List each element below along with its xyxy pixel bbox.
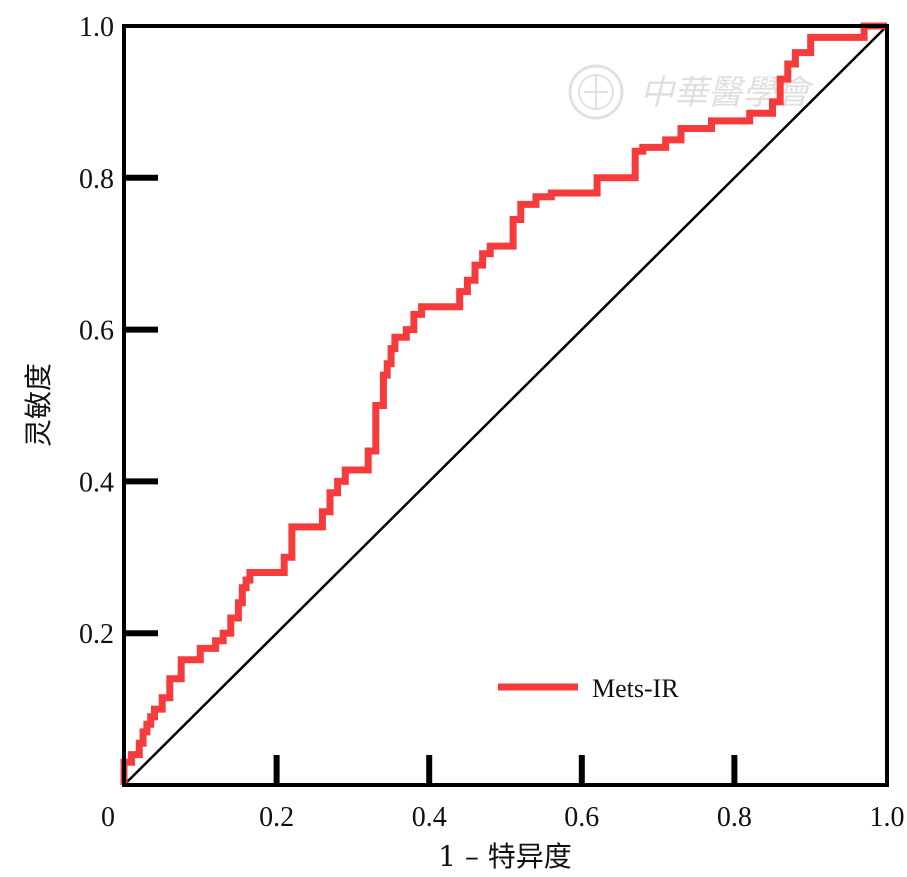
y-tick-label: 1.0 — [79, 12, 114, 43]
x-axis: 0 0.2 0.4 0.6 0.8 1.0 — [101, 755, 905, 833]
x-tick-label: 0.8 — [717, 802, 752, 833]
legend: Mets-IR — [498, 674, 679, 703]
x-axis-title: 1 – 特异度 — [438, 840, 572, 873]
y-axis: 0.2 0.4 0.6 0.8 1.0 — [79, 12, 158, 650]
x-tick-label: 0 — [101, 802, 115, 833]
y-tick-label: 0.4 — [79, 467, 114, 498]
society-emblem-icon — [568, 64, 624, 120]
x-tick-label: 0.2 — [259, 802, 294, 833]
y-tick-label: 0.2 — [79, 619, 114, 650]
plot-frame — [122, 24, 889, 787]
reference-diagonal-line — [123, 25, 888, 786]
x-tick-label: 0.6 — [564, 802, 599, 833]
legend-label-mets-ir: Mets-IR — [592, 674, 679, 703]
x-tick-label: 1.0 — [870, 802, 905, 833]
y-axis-title: 灵敏度 — [22, 363, 55, 447]
x-tick-label: 0.4 — [412, 802, 447, 833]
y-tick-label: 0.6 — [79, 316, 114, 347]
roc-curve-mets-ir — [120, 22, 887, 785]
y-tick-label: 0.8 — [79, 164, 114, 195]
